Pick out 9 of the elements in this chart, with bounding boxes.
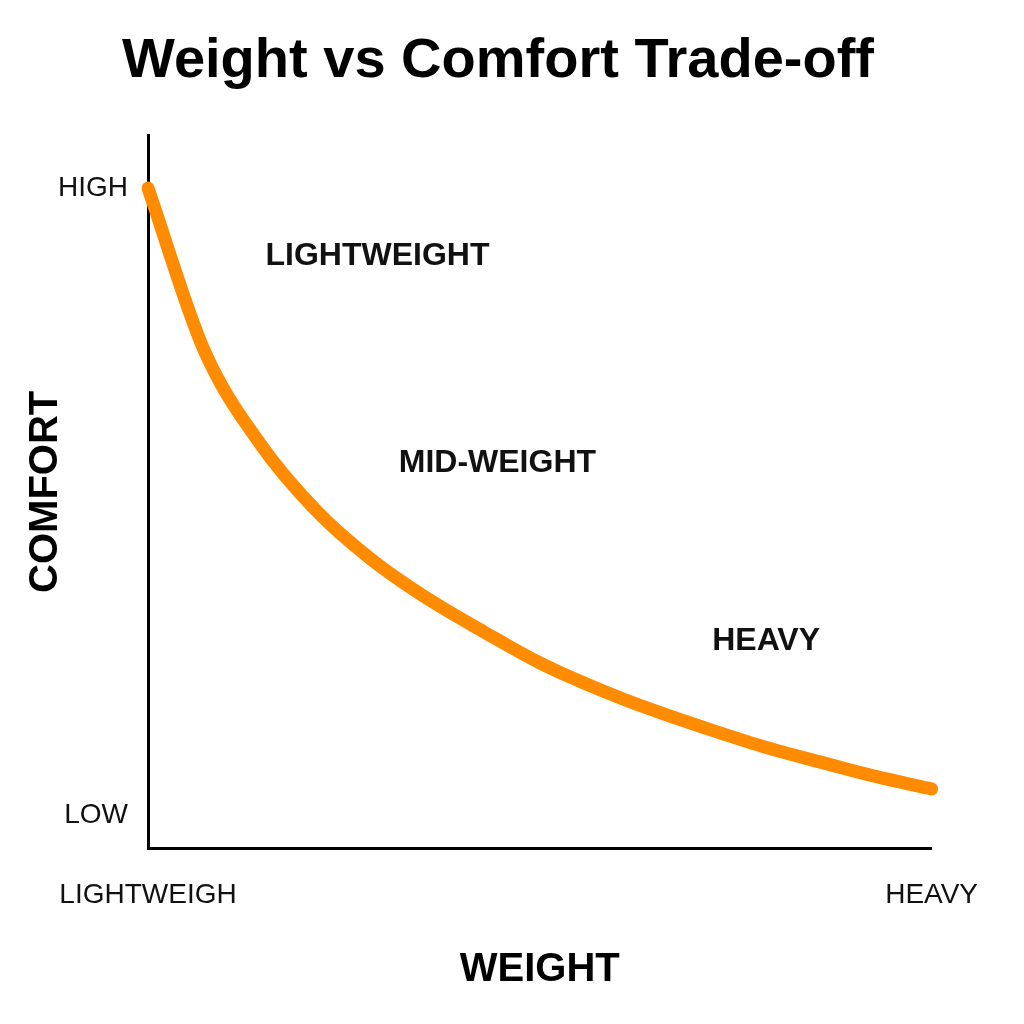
annotation: LIGHTWEIGHT — [265, 236, 490, 273]
x-axis-title: WEIGHT — [459, 945, 620, 990]
y-axis-title: COMFORT — [21, 390, 66, 593]
chart-title: Weight vs Comfort Trade-off — [122, 26, 875, 90]
text: HIGH — [58, 170, 128, 202]
annotation: HEAVY — [712, 621, 821, 658]
text: LOW — [64, 798, 129, 830]
annotation: MID-WEIGHT — [398, 443, 597, 480]
x-tick-label: LIGHTWEIGH — [59, 877, 237, 909]
